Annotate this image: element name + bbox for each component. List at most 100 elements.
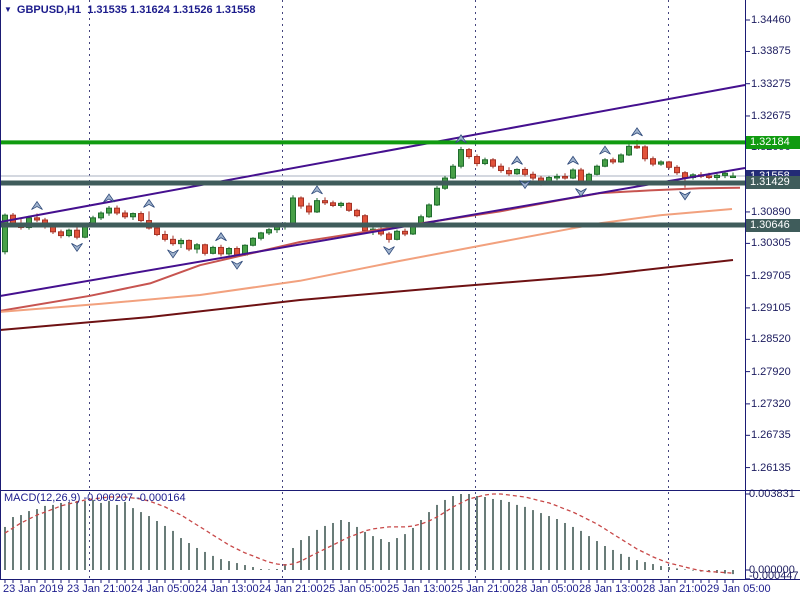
candle-body — [626, 145, 632, 156]
candle-body — [474, 156, 480, 165]
time-axis-label: 25 Jan 21:00 — [451, 583, 515, 595]
candle-body — [722, 172, 728, 176]
candle-body — [122, 212, 128, 218]
candle-body — [162, 234, 168, 240]
candle-body — [346, 202, 352, 211]
price-axis-label: 1.26735 — [751, 429, 791, 441]
fractal-down-icon — [383, 246, 395, 256]
candle-body — [466, 149, 472, 158]
ma-fast-line — [0, 186, 741, 312]
candle-body — [674, 166, 680, 174]
candle-body — [394, 230, 400, 240]
macd-signal-line — [4, 493, 734, 574]
candle-body — [450, 165, 456, 179]
time-axis-label: 28 Jan 05:00 — [515, 583, 579, 595]
fractal-up-icon — [567, 155, 579, 165]
candle-body — [682, 172, 688, 179]
candle-body — [338, 202, 344, 206]
candle-body — [194, 244, 200, 250]
candle-body — [226, 247, 232, 255]
candle-body — [490, 159, 496, 167]
price-axis-label: 1.27920 — [751, 366, 791, 378]
candle-body — [386, 233, 392, 240]
candle-body — [130, 213, 136, 218]
candle-body — [210, 246, 216, 254]
candle-body — [618, 154, 624, 163]
candle-body — [186, 239, 192, 250]
candle-body — [426, 204, 432, 218]
macd-name: MACD(12,26,9) — [4, 492, 81, 504]
candle-body — [562, 175, 568, 179]
price-axis-label: 1.32675 — [751, 110, 791, 122]
trend-channel-line — [0, 167, 746, 297]
candle-body — [610, 159, 616, 163]
candle-body — [666, 161, 672, 168]
fractal-down-icon — [519, 180, 531, 190]
price-axis-label: 1.29705 — [751, 270, 791, 282]
trend-channel-line — [0, 84, 746, 223]
candle-body — [298, 197, 304, 207]
chart-title: ▼ GBPUSD,H1 1.31535 1.31624 1.31526 1.315… — [4, 4, 255, 16]
time-axis-label: 24 Jan 13:00 — [195, 583, 259, 595]
candle-body — [58, 231, 64, 237]
candle-body — [530, 173, 536, 179]
fractal-down-icon — [231, 260, 243, 270]
time-axis-label: 25 Jan 13:00 — [387, 583, 451, 595]
macd-scale-zero: 0.000000 — [749, 564, 795, 576]
candle-body — [138, 213, 144, 222]
candle-body — [554, 175, 560, 179]
ma-mid-line — [0, 208, 733, 313]
symbol-period-label: GBPUSD,H1 — [16, 4, 82, 16]
candle-body — [330, 202, 336, 206]
time-axis-label: 23 Jan 21:00 — [67, 583, 131, 595]
price-axis-label: 1.26135 — [751, 462, 791, 474]
candle-body — [266, 229, 272, 234]
fractal-down-icon — [167, 249, 179, 259]
candle-body — [706, 175, 712, 179]
time-axis-label: 23 Jan 2019 — [3, 583, 64, 595]
fractal-up-icon — [103, 193, 115, 203]
price-axis-label: 1.30890 — [751, 206, 791, 218]
candle-body — [74, 229, 80, 238]
candle-body — [642, 146, 648, 160]
candle-body — [114, 207, 120, 214]
candle-body — [634, 145, 640, 149]
candle-body — [2, 214, 8, 253]
fractal-down-icon — [679, 191, 691, 201]
price-axis-label: 1.30305 — [751, 237, 791, 249]
candle-body — [482, 159, 488, 165]
fractal-up-icon — [599, 145, 611, 155]
price-axis-label: 1.28520 — [751, 333, 791, 345]
candle-body — [250, 237, 256, 246]
candle-body — [498, 165, 504, 172]
candle-body — [306, 205, 312, 213]
macd-values: -0.000207 -0.000164 — [83, 492, 186, 504]
fractal-up-icon — [311, 185, 323, 195]
candle-body — [402, 230, 408, 235]
candle-body — [202, 244, 208, 254]
candle-body — [714, 174, 720, 179]
candle-body — [578, 169, 584, 183]
candle-body — [178, 239, 184, 245]
candle-body — [354, 209, 360, 217]
fractal-down-icon — [575, 188, 587, 198]
ohlc-values: 1.31535 1.31624 1.31526 1.31558 — [87, 4, 256, 16]
candle-body — [322, 200, 328, 204]
candle-body — [106, 207, 112, 214]
ma-slow-line — [0, 259, 734, 331]
candle-body — [290, 197, 296, 225]
price-axis-label: 1.34460 — [751, 14, 791, 26]
candle-body — [650, 158, 656, 165]
fractal-up-icon — [31, 200, 43, 210]
collapse-icon[interactable]: ▼ — [4, 5, 12, 14]
candle-body — [506, 170, 512, 175]
candle-body — [258, 232, 264, 239]
candle-body — [458, 149, 464, 167]
candle-body — [730, 175, 736, 179]
candle-body — [154, 227, 160, 236]
fractal-up-icon — [455, 134, 467, 144]
fractal-up-icon — [143, 198, 155, 208]
level-badge-slate: 1.30646 — [746, 219, 800, 232]
